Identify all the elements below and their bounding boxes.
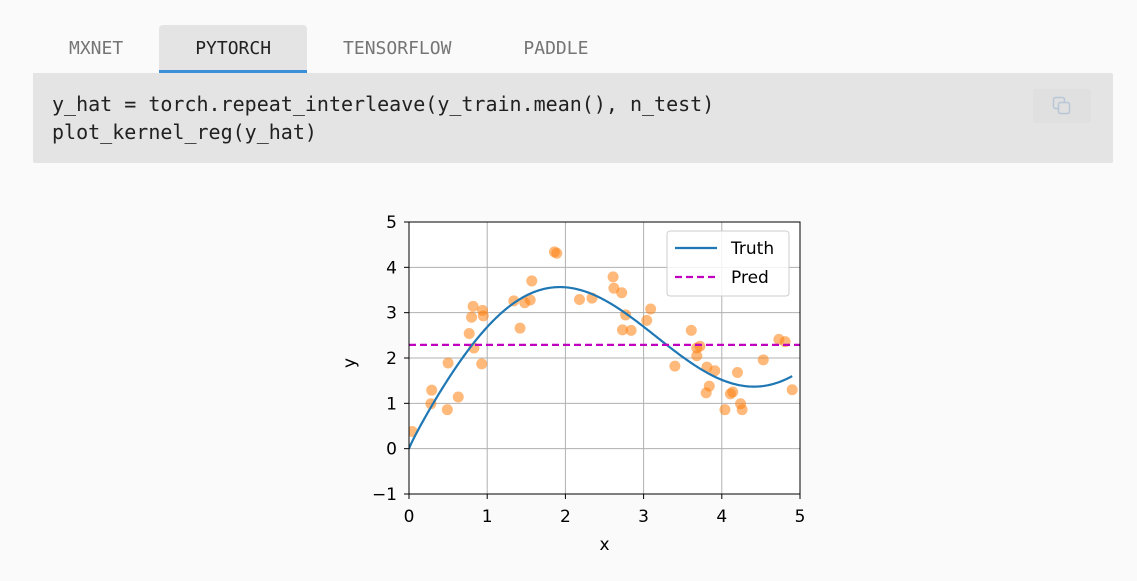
training-points — [409, 246, 798, 437]
scatter-point — [466, 311, 478, 323]
scatter-point — [625, 324, 637, 336]
scatter-point — [524, 294, 536, 306]
series-lines — [409, 285, 800, 450]
tab-tensorflow[interactable]: TENSORFLOW — [343, 38, 452, 59]
tab-mxnet[interactable]: MXNET — [69, 38, 124, 59]
scatter-point — [703, 380, 715, 392]
x-tick-label: 2 — [560, 507, 571, 527]
x-tick-label: 0 — [404, 507, 415, 527]
copy-icon — [1052, 96, 1071, 115]
x-tick-label: 5 — [795, 507, 806, 527]
code-block[interactable]: y_hat = torch.repeat_interleave(y_train.… — [33, 73, 1113, 163]
y-tick-label: 3 — [386, 304, 397, 324]
y-tick-label: 2 — [386, 349, 397, 369]
scatter-point — [463, 328, 475, 340]
copy-button[interactable] — [1033, 89, 1091, 123]
code-line-1: y_hat = torch.repeat_interleave(y_train.… — [52, 92, 715, 116]
scatter-point — [786, 384, 798, 396]
y-tick-label: 1 — [386, 394, 397, 414]
scatter-point — [731, 367, 743, 379]
scatter-point — [691, 350, 703, 362]
truth-line — [409, 285, 793, 450]
scatter-point — [709, 365, 721, 377]
framework-tabs: MXNET PYTORCH TENSORFLOW PADDLE — [33, 25, 624, 73]
y-tick-label: 4 — [386, 258, 397, 278]
legend: Truth Pred — [666, 230, 790, 297]
y-axis-label: y — [340, 358, 360, 368]
scatter-point — [441, 404, 453, 416]
x-axis-label: x — [599, 535, 609, 555]
y-tick-label: 5 — [386, 213, 397, 233]
scatter-point — [442, 357, 454, 369]
scatter-point — [727, 386, 739, 398]
y-tick-label: 0 — [386, 440, 397, 460]
x-tick-label: 4 — [716, 507, 727, 527]
tab-paddle[interactable]: PADDLE — [523, 38, 589, 59]
scatter-point — [685, 324, 697, 336]
legend-truth-label: Truth — [730, 239, 774, 259]
axis-ticks: 0 1 2 3 4 5 −1 0 1 2 3 4 5 — [372, 213, 805, 527]
scatter-point — [452, 391, 464, 403]
scatter-point — [467, 300, 479, 312]
code-line-2: plot_kernel_reg(y_hat) — [52, 120, 317, 144]
scatter-point — [616, 324, 628, 336]
scatter-point — [426, 384, 438, 396]
y-tick-label: −1 — [372, 485, 397, 505]
legend-pred-label: Pred — [731, 268, 769, 288]
scatter-point — [551, 247, 563, 259]
scatter-point — [641, 314, 653, 326]
scatter-point — [719, 404, 731, 416]
scatter-point — [736, 404, 748, 416]
scatter-point — [616, 287, 628, 299]
scatter-point — [669, 360, 681, 372]
scatter-point — [514, 322, 526, 334]
scatter-point — [694, 340, 706, 352]
scatter-point — [607, 271, 619, 283]
x-tick-label: 1 — [482, 507, 493, 527]
scatter-point — [508, 295, 520, 307]
scatter-point — [645, 303, 657, 315]
scatter-point — [526, 275, 538, 287]
scatter-point — [477, 310, 489, 322]
scatter-point — [476, 358, 488, 370]
x-tick-label: 3 — [638, 507, 649, 527]
scatter-point — [757, 354, 769, 366]
tab-pytorch[interactable]: PYTORCH — [159, 25, 308, 73]
scatter-point — [573, 294, 585, 306]
